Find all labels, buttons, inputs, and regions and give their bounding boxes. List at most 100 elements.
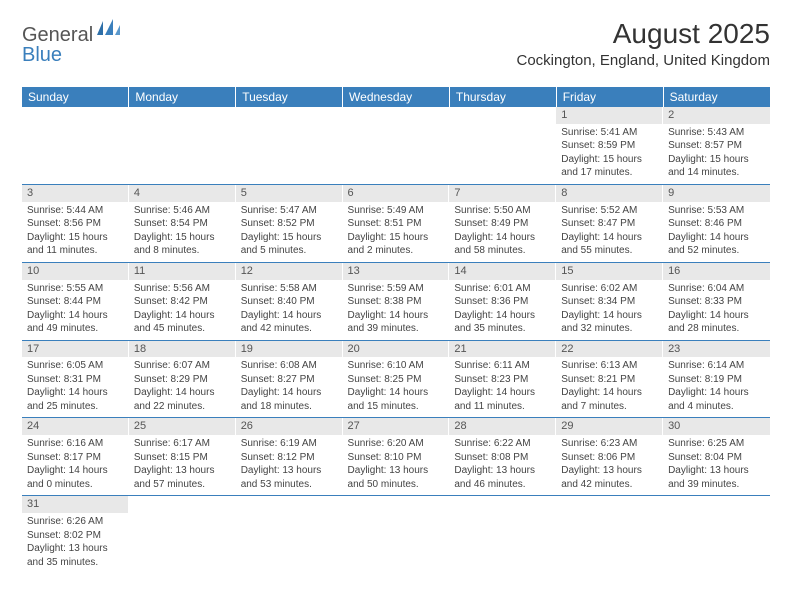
day-line: and 25 minutes. [27, 400, 124, 414]
brand-text-2: Blue [22, 44, 62, 67]
day-detail: Sunrise: 6:07 AMSunset: 8:29 PMDaylight:… [129, 357, 236, 417]
day-number: 9 [663, 185, 770, 202]
day-number: 21 [449, 341, 556, 358]
day-line: Sunrise: 6:04 AM [668, 282, 765, 296]
day-line: Sunrise: 5:46 AM [134, 204, 231, 218]
day-line: and 17 minutes. [561, 166, 658, 180]
day-line: Sunset: 8:19 PM [668, 373, 765, 387]
calendar-table: SundayMondayTuesdayWednesdayThursdayFrid… [22, 87, 770, 573]
day-line: Daylight: 13 hours [348, 464, 445, 478]
day-line: Sunset: 8:15 PM [134, 451, 231, 465]
day-number: 6 [343, 185, 450, 202]
calendar-day-cell: 15Sunrise: 6:02 AMSunset: 8:34 PMDayligh… [556, 262, 663, 340]
day-line: Sunset: 8:27 PM [241, 373, 338, 387]
day-line: Daylight: 15 hours [27, 231, 124, 245]
day-number: 31 [22, 496, 129, 513]
day-line: Sunrise: 6:17 AM [134, 437, 231, 451]
day-number: 10 [22, 263, 129, 280]
day-line: Sunrise: 6:07 AM [134, 359, 231, 373]
calendar-day-cell: 10Sunrise: 5:55 AMSunset: 8:44 PMDayligh… [22, 262, 129, 340]
day-line: Daylight: 14 hours [561, 309, 658, 323]
calendar-day-cell: 26Sunrise: 6:19 AMSunset: 8:12 PMDayligh… [236, 418, 343, 496]
day-line: and 55 minutes. [561, 244, 658, 258]
day-line: Sunset: 8:38 PM [348, 295, 445, 309]
month-title: August 2025 [517, 18, 771, 50]
day-detail: Sunrise: 5:46 AMSunset: 8:54 PMDaylight:… [129, 202, 236, 262]
calendar-week-row: 1Sunrise: 5:41 AMSunset: 8:59 PMDaylight… [22, 107, 770, 184]
day-line: Sunset: 8:17 PM [27, 451, 124, 465]
calendar-day-cell: 23Sunrise: 6:14 AMSunset: 8:19 PMDayligh… [663, 340, 770, 418]
day-line: Daylight: 13 hours [561, 464, 658, 478]
day-detail: Sunrise: 6:25 AMSunset: 8:04 PMDaylight:… [663, 435, 770, 495]
day-line: Sunset: 8:44 PM [27, 295, 124, 309]
day-line: Sunrise: 5:43 AM [668, 126, 765, 140]
day-line: and 28 minutes. [668, 322, 765, 336]
day-number: 29 [556, 418, 663, 435]
day-line: and 14 minutes. [668, 166, 765, 180]
day-detail: Sunrise: 6:16 AMSunset: 8:17 PMDaylight:… [22, 435, 129, 495]
day-line: Daylight: 14 hours [241, 386, 338, 400]
day-number: 11 [129, 263, 236, 280]
day-detail: Sunrise: 6:05 AMSunset: 8:31 PMDaylight:… [22, 357, 129, 417]
calendar-empty-cell [449, 496, 556, 573]
day-line: and 49 minutes. [27, 322, 124, 336]
day-number: 16 [663, 263, 770, 280]
day-line: Daylight: 14 hours [668, 231, 765, 245]
day-line: Daylight: 15 hours [668, 153, 765, 167]
day-line: Sunrise: 5:58 AM [241, 282, 338, 296]
calendar-week-row: 10Sunrise: 5:55 AMSunset: 8:44 PMDayligh… [22, 262, 770, 340]
day-line: and 11 minutes. [27, 244, 124, 258]
calendar-day-cell: 12Sunrise: 5:58 AMSunset: 8:40 PMDayligh… [236, 262, 343, 340]
day-line: Sunset: 8:31 PM [27, 373, 124, 387]
calendar-day-cell: 25Sunrise: 6:17 AMSunset: 8:15 PMDayligh… [129, 418, 236, 496]
calendar-day-cell: 20Sunrise: 6:10 AMSunset: 8:25 PMDayligh… [343, 340, 450, 418]
day-line: Sunset: 8:33 PM [668, 295, 765, 309]
calendar-empty-cell [129, 107, 236, 184]
day-number: 30 [663, 418, 770, 435]
day-detail: Sunrise: 5:59 AMSunset: 8:38 PMDaylight:… [343, 280, 450, 340]
day-number: 17 [22, 341, 129, 358]
day-line: Daylight: 14 hours [348, 386, 445, 400]
day-line: Sunset: 8:49 PM [454, 217, 551, 231]
calendar-day-cell: 11Sunrise: 5:56 AMSunset: 8:42 PMDayligh… [129, 262, 236, 340]
day-line: Daylight: 14 hours [27, 309, 124, 323]
calendar-day-cell: 4Sunrise: 5:46 AMSunset: 8:54 PMDaylight… [129, 184, 236, 262]
day-number: 27 [343, 418, 450, 435]
day-line: and 57 minutes. [134, 478, 231, 492]
day-line: Sunrise: 6:01 AM [454, 282, 551, 296]
day-detail: Sunrise: 6:23 AMSunset: 8:06 PMDaylight:… [556, 435, 663, 495]
day-line: Daylight: 14 hours [27, 386, 124, 400]
day-line: Daylight: 14 hours [348, 309, 445, 323]
day-line: Sunset: 8:06 PM [561, 451, 658, 465]
day-detail: Sunrise: 6:01 AMSunset: 8:36 PMDaylight:… [449, 280, 556, 340]
day-line: Sunrise: 6:08 AM [241, 359, 338, 373]
calendar-day-cell: 19Sunrise: 6:08 AMSunset: 8:27 PMDayligh… [236, 340, 343, 418]
day-detail: Sunrise: 6:10 AMSunset: 8:25 PMDaylight:… [343, 357, 450, 417]
day-number: 2 [663, 107, 770, 124]
day-number: 13 [343, 263, 450, 280]
calendar-day-cell: 3Sunrise: 5:44 AMSunset: 8:56 PMDaylight… [22, 184, 129, 262]
day-number: 26 [236, 418, 343, 435]
day-detail: Sunrise: 6:26 AMSunset: 8:02 PMDaylight:… [22, 513, 129, 573]
day-line: Daylight: 14 hours [454, 309, 551, 323]
day-line: and 52 minutes. [668, 244, 765, 258]
calendar-day-cell: 27Sunrise: 6:20 AMSunset: 8:10 PMDayligh… [343, 418, 450, 496]
day-line: Sunrise: 5:50 AM [454, 204, 551, 218]
calendar-week-row: 24Sunrise: 6:16 AMSunset: 8:17 PMDayligh… [22, 418, 770, 496]
day-line: Daylight: 13 hours [668, 464, 765, 478]
day-line: Daylight: 14 hours [561, 386, 658, 400]
day-line: and 22 minutes. [134, 400, 231, 414]
calendar-day-cell: 24Sunrise: 6:16 AMSunset: 8:17 PMDayligh… [22, 418, 129, 496]
day-line: Daylight: 14 hours [27, 464, 124, 478]
day-detail: Sunrise: 6:02 AMSunset: 8:34 PMDaylight:… [556, 280, 663, 340]
day-line: and 7 minutes. [561, 400, 658, 414]
day-line: Sunrise: 6:22 AM [454, 437, 551, 451]
day-number: 24 [22, 418, 129, 435]
day-line: Daylight: 13 hours [454, 464, 551, 478]
day-number: 20 [343, 341, 450, 358]
calendar-empty-cell [129, 496, 236, 573]
calendar-week-row: 31Sunrise: 6:26 AMSunset: 8:02 PMDayligh… [22, 496, 770, 573]
day-number: 28 [449, 418, 556, 435]
day-line: Sunset: 8:34 PM [561, 295, 658, 309]
day-line: Sunrise: 5:52 AM [561, 204, 658, 218]
